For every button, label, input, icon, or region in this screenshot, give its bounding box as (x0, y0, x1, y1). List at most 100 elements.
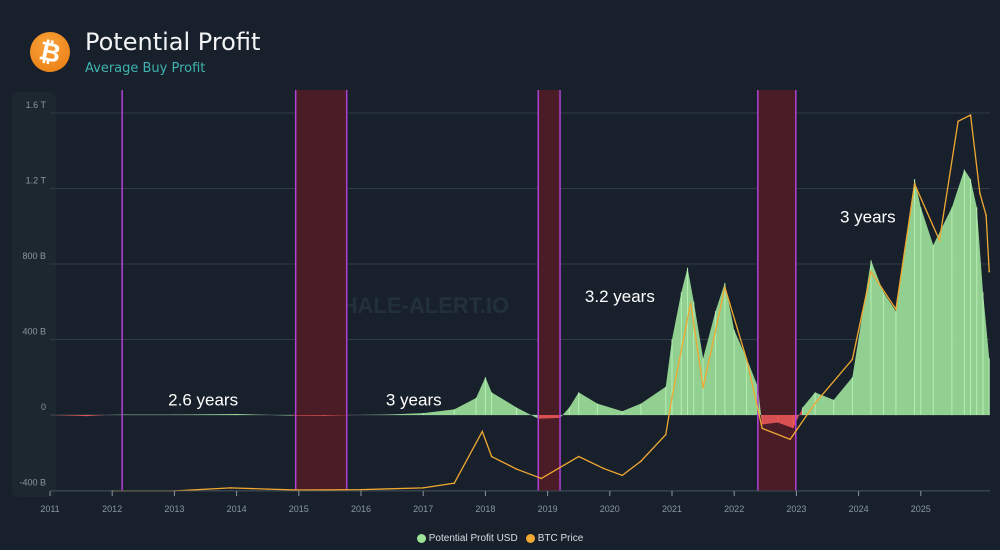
profit-area-segment (976, 207, 983, 415)
legend-item-profit[interactable]: Potential Profit USD (416, 533, 518, 544)
profit-area-segment (833, 377, 853, 415)
btc-price-point (577, 455, 580, 458)
profit-area-segment (895, 179, 915, 415)
btc-price-point (789, 438, 791, 441)
profit-area-segment (687, 267, 694, 415)
x-tick-label: 2013 (164, 504, 184, 514)
x-tick-label: 2023 (786, 504, 806, 514)
btc-price-point (640, 460, 642, 463)
profit-area-segment (292, 415, 324, 416)
profit-area-segment (516, 407, 539, 419)
x-tick-label: 2024 (849, 504, 869, 514)
profit-area-segment (50, 415, 88, 417)
btc-price-point (229, 487, 232, 489)
legend-item-btc[interactable]: BTC Price (525, 533, 584, 544)
profit-area-segment (883, 292, 896, 415)
profit-area-segment (423, 409, 455, 415)
legend-label-profit: Potential Profit USD (428, 533, 518, 544)
btc-price-point (689, 302, 692, 304)
chart-subtitle: Average Buy Profit (85, 61, 206, 76)
x-tick-label: 2018 (475, 504, 495, 514)
profit-area-segment (951, 169, 965, 415)
btc-price-point (481, 430, 484, 433)
legend-dot-btc (525, 534, 535, 543)
profit-area-segment (871, 260, 884, 415)
cycle-band (538, 90, 561, 491)
profit-area-segment (538, 415, 561, 419)
profit-area-segment (802, 392, 816, 415)
btc-price-point (422, 487, 425, 489)
watermark: WHALE-ALERT.IO (321, 293, 509, 318)
btc-price-point (671, 396, 673, 398)
profit-area-segment (485, 377, 492, 415)
cycle-annotation: 3 years (840, 207, 896, 226)
btc-price-point (602, 467, 605, 470)
profit-area-segment (569, 392, 579, 415)
btc-price-point (515, 468, 518, 470)
btc-price-point (621, 474, 624, 477)
profit-area-segment (491, 392, 517, 415)
btc-price-point (851, 358, 854, 361)
x-tick-label: 2014 (227, 504, 247, 514)
x-tick-label: 2020 (600, 504, 620, 514)
profit-area-segment (762, 415, 778, 425)
btc-price-point (453, 482, 456, 484)
cycle-band (757, 90, 796, 491)
profit-area-segment (622, 403, 641, 415)
profit-area-segment (174, 414, 237, 415)
profit-area-segment (578, 392, 598, 415)
y-tick-label: -400 B (19, 478, 46, 488)
x-tick-label: 2011 (40, 504, 59, 514)
profit-area-segment (852, 260, 872, 415)
profit-area-segment (914, 179, 921, 415)
btc-price-point (895, 308, 897, 311)
x-tick-label: 2012 (102, 504, 122, 514)
profit-area-segment (87, 415, 106, 417)
profit-area-segment (454, 398, 477, 415)
y-tick-label: 400 B (22, 327, 46, 337)
btc-price-point (988, 270, 991, 273)
x-tick-label: 2015 (289, 504, 309, 514)
cycle-annotation: 2.6 years (168, 391, 238, 410)
btc-price-point (266, 488, 269, 490)
profit-area-segment (672, 292, 682, 415)
profit-area-segment (476, 377, 486, 415)
profit-area-segment (734, 330, 747, 415)
profit-area-segment (970, 179, 977, 415)
legend-dot-profit (416, 534, 426, 543)
profit-area-segment (236, 414, 293, 416)
chart-title: Potential Profit (85, 28, 261, 56)
x-tick-label: 2021 (662, 504, 682, 514)
y-axis-panel (12, 92, 56, 497)
btc-price-point (490, 455, 493, 458)
btc-price-point (745, 358, 748, 361)
profit-area-segment (793, 407, 803, 429)
legend-label-btc: BTC Price (537, 533, 584, 544)
profit-area-segment (815, 392, 834, 415)
btc-price-point (985, 214, 987, 217)
profit-area-segment (983, 292, 990, 415)
profit-area-segment (665, 339, 672, 415)
profit-area-segment (560, 407, 570, 418)
profit-area-segment (964, 169, 971, 415)
btc-price-point (360, 488, 362, 491)
profit-area-segment (681, 267, 688, 415)
x-tick-label: 2016 (351, 504, 371, 514)
x-tick-label: 2017 (413, 504, 433, 514)
y-tick-label: 1.2 T (26, 176, 47, 186)
btc-price-point (702, 386, 704, 389)
btc-price-point (979, 192, 981, 195)
profit-area-segment (933, 207, 952, 415)
btc-price-point (761, 427, 763, 430)
btc-price-point (870, 270, 872, 273)
btc-price-point (957, 120, 959, 123)
btc-price-point (814, 402, 816, 405)
cycle-annotation: 3 years (386, 391, 442, 410)
btc-price-point (913, 183, 916, 185)
y-tick-label: 0 (41, 402, 46, 412)
profit-area-segment (392, 413, 424, 415)
btc-price-point (938, 239, 941, 242)
btc-price-point (724, 286, 726, 289)
